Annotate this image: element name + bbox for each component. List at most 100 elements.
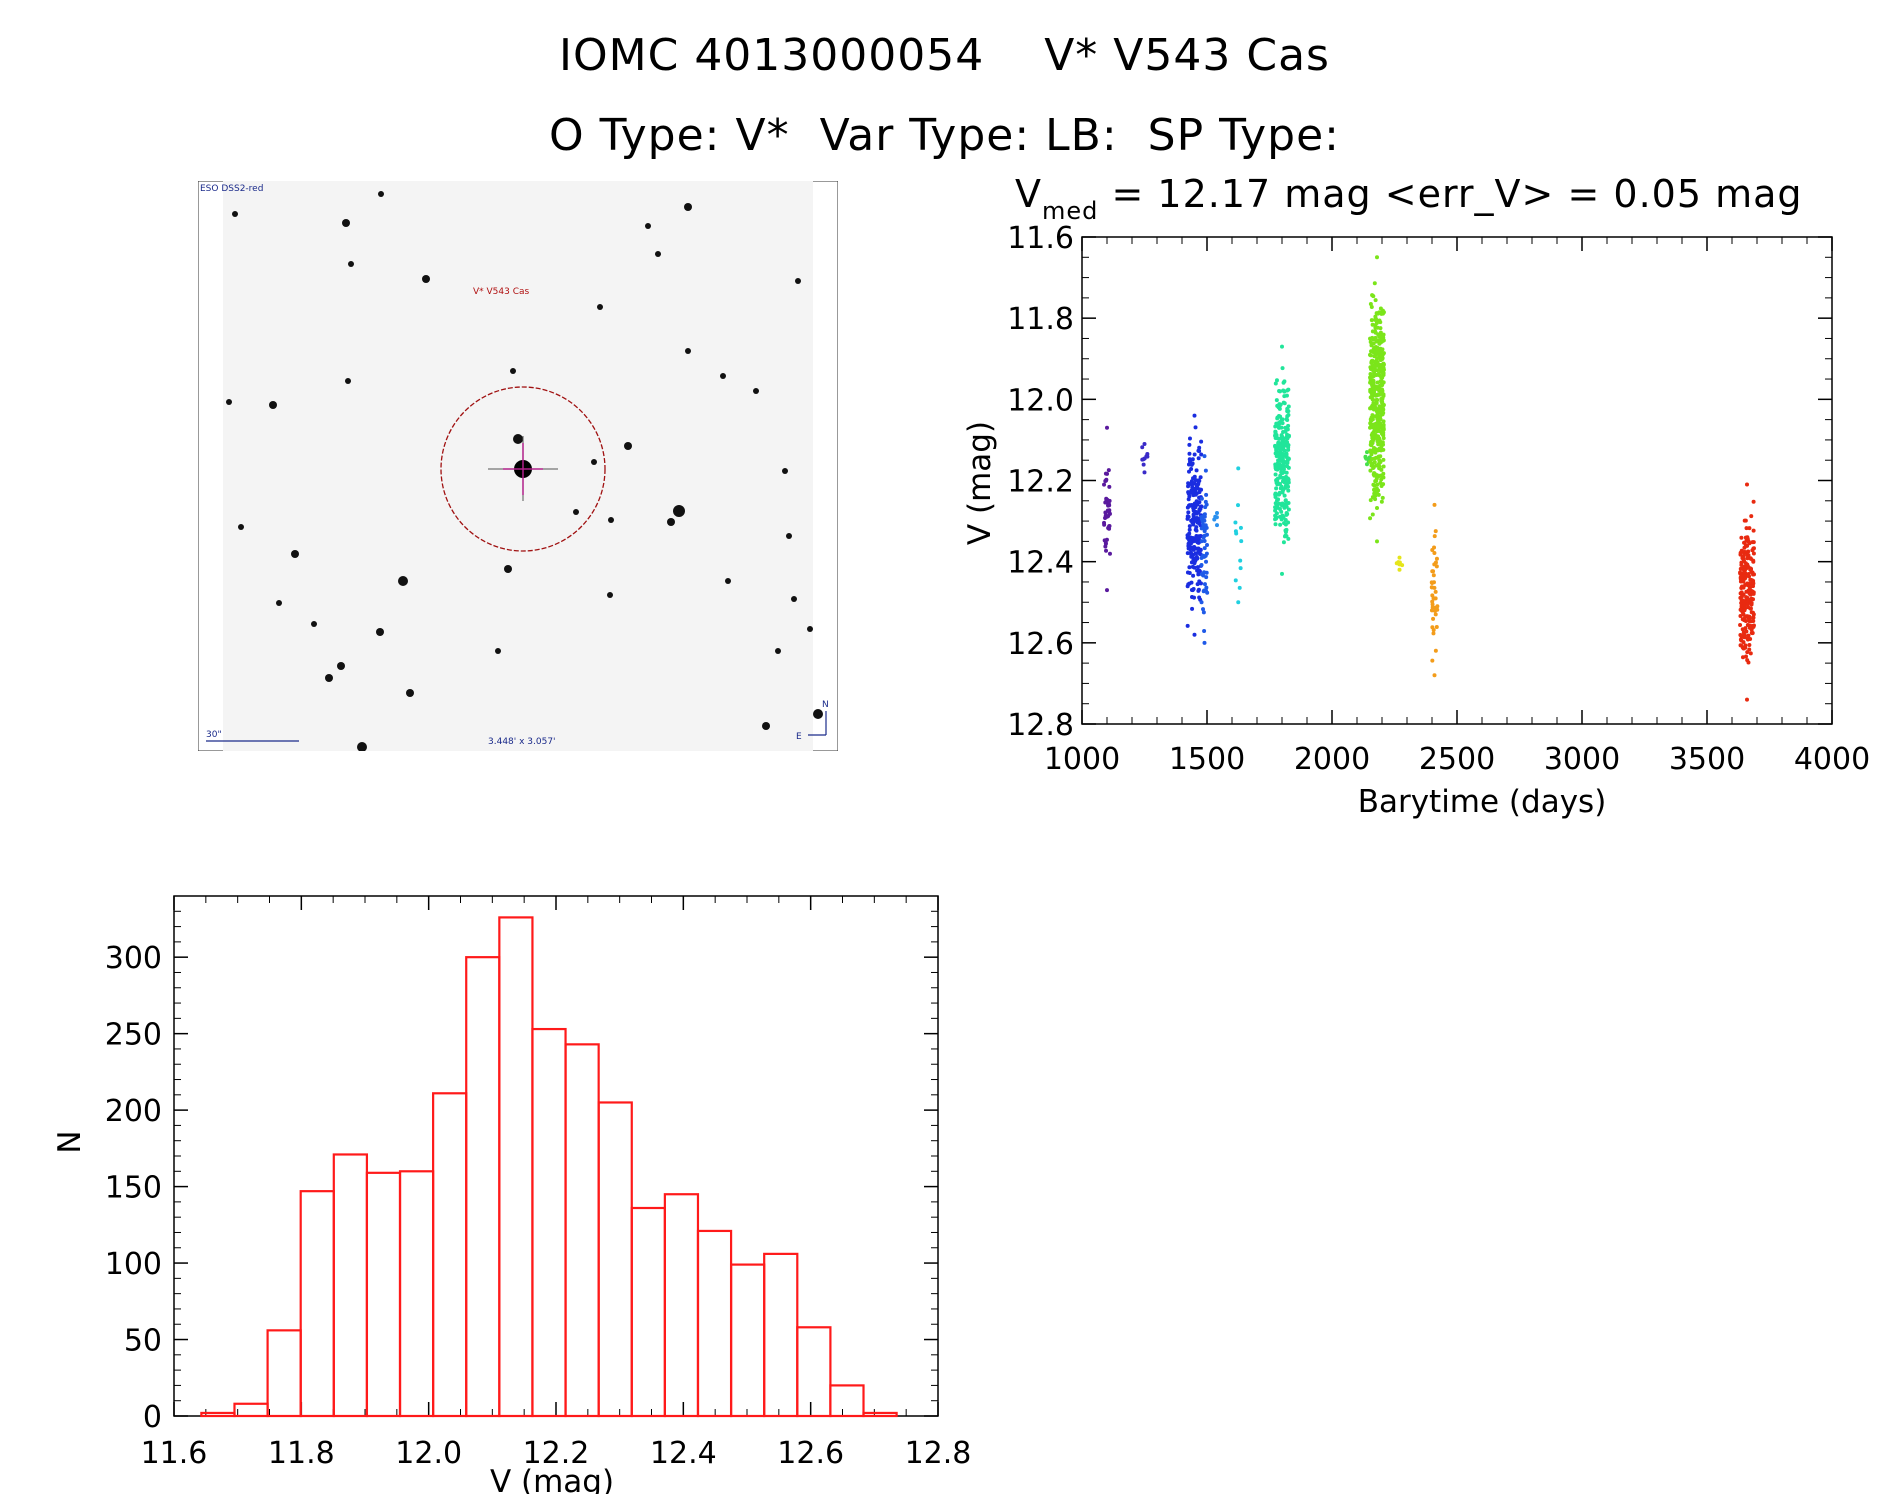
lc-point-s6 [1277, 492, 1282, 497]
lc-point-s2 [1197, 508, 1202, 513]
lc-point-s6 [1283, 530, 1288, 535]
star-2 [591, 459, 597, 465]
lc-point-s2 [1192, 565, 1197, 570]
lc-point-s6 [1274, 433, 1279, 438]
star-10 [325, 674, 333, 682]
lc-point-s3 [1202, 582, 1207, 587]
lc-point-s11 [1743, 643, 1748, 648]
lc-point-s8 [1368, 372, 1373, 377]
lc-point-s2 [1196, 546, 1201, 551]
lc-point-s3 [1204, 532, 1209, 537]
lc-point-s8 [1370, 322, 1375, 327]
lc-point-s2 [1190, 461, 1195, 466]
lc-point-s6 [1273, 505, 1278, 510]
lc-point-s8 [1377, 341, 1382, 346]
lc-point-s3 [1201, 607, 1206, 612]
lc-point-s8 [1373, 317, 1378, 322]
lc-point-s8 [1376, 371, 1381, 376]
lc-point-s10 [1430, 602, 1435, 607]
light-curve-axes: 1000 1500 2000 2500 3000 3500 4000 11.6 11.8 12.0… [1007, 221, 1870, 777]
lc-point-s8 [1372, 354, 1377, 359]
lc-point-s6 [1284, 452, 1289, 457]
lc-point-s8 [1368, 421, 1373, 426]
lc-point-s6 [1275, 461, 1280, 466]
light-curve-xlabel: Barytime (days) [1358, 784, 1607, 820]
lc-point-s8 [1380, 375, 1385, 380]
lc-point-s2 [1196, 571, 1201, 576]
lc-point-s8 [1380, 495, 1385, 500]
lc-point-s3 [1202, 640, 1207, 645]
lc-xtick-label-5: 3500 [1669, 742, 1745, 777]
lc-point-s6 [1286, 488, 1291, 493]
lc-point-s9 [1397, 567, 1402, 572]
lc-point-s11 [1746, 633, 1751, 638]
lc-point-s8 [1368, 417, 1373, 422]
lc-point-s8 [1381, 310, 1386, 315]
lc-point-s8 [1376, 387, 1381, 392]
lc-point-s11 [1743, 535, 1748, 540]
star-26 [276, 600, 282, 606]
star-33 [775, 648, 781, 654]
lc-point-s8 [1377, 438, 1382, 443]
lc-point-s3 [1202, 454, 1207, 459]
lc-point-s2 [1199, 439, 1204, 444]
lc-point-s10 [1431, 631, 1436, 636]
lc-point-s8 [1368, 516, 1373, 521]
lc-point-s8 [1379, 477, 1384, 482]
lc-point-s0 [1104, 537, 1109, 542]
lc-point-s10 [1434, 624, 1439, 629]
lc-point-s8 [1368, 468, 1373, 473]
lc-point-s8 [1372, 364, 1377, 369]
lc-point-s6 [1273, 451, 1278, 456]
star-23 [238, 524, 244, 530]
lc-point-s11 [1751, 540, 1756, 545]
lc-point-s2 [1191, 514, 1196, 519]
lc-point-s6 [1284, 460, 1289, 465]
lc-point-s11 [1742, 618, 1747, 623]
lc-point-s8 [1372, 456, 1377, 461]
star-41 [645, 223, 651, 229]
lc-point-s2 [1190, 606, 1195, 611]
lc-point-s8 [1372, 471, 1377, 476]
lc-point-s2 [1197, 500, 1202, 505]
lc-point-s11 [1741, 579, 1746, 584]
lc-point-s2 [1190, 457, 1195, 462]
lc-point-s6 [1274, 421, 1279, 426]
star-0 [673, 505, 685, 517]
lc-point-s4 [1215, 510, 1219, 515]
star-7 [398, 576, 408, 586]
lc-point-s6 [1286, 456, 1291, 461]
lc-point-s1 [1140, 457, 1145, 462]
lc-point-s10 [1432, 534, 1437, 539]
lc-point-s2 [1199, 452, 1204, 457]
lc-point-s6 [1280, 434, 1285, 439]
lc-point-s2 [1187, 442, 1192, 447]
lc-point-s11 [1742, 564, 1747, 569]
lc-point-s8 [1381, 464, 1386, 469]
lc-point-s10 [1433, 589, 1438, 594]
lc-point-s6 [1280, 366, 1285, 371]
lc-point-s2 [1186, 582, 1191, 587]
lc-point-s8 [1381, 471, 1386, 476]
star-1 [624, 442, 632, 450]
star-14 [597, 304, 603, 310]
lc-point-s8 [1376, 454, 1381, 459]
lc-point-s2 [1185, 533, 1190, 538]
lc-point-s11 [1749, 514, 1754, 519]
lc-point-s3 [1204, 585, 1209, 590]
lc-point-s6 [1286, 477, 1291, 482]
lc-point-s8 [1379, 409, 1384, 414]
lc-point-s2 [1196, 456, 1201, 461]
lc-point-s8 [1381, 447, 1386, 452]
lc-point-s8 [1369, 463, 1374, 468]
lc-point-s8 [1379, 467, 1384, 472]
lc-point-s3 [1202, 514, 1207, 519]
lc-point-s11 [1747, 591, 1752, 596]
lc-point-s2 [1194, 535, 1199, 540]
lc-point-s8 [1378, 306, 1383, 311]
lc-point-s6 [1274, 480, 1279, 485]
lc-point-s3 [1199, 496, 1204, 501]
lc-point-s7 [1364, 456, 1369, 461]
lc-point-s8 [1377, 349, 1382, 354]
star-9 [337, 662, 345, 670]
